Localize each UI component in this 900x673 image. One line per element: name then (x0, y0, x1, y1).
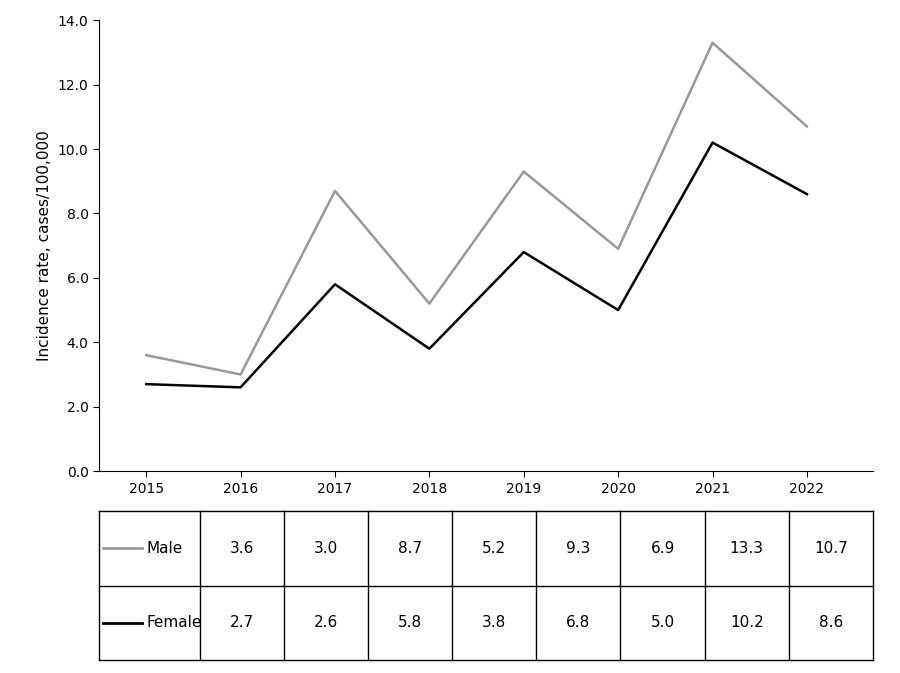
Text: Male: Male (147, 541, 184, 556)
Text: 3.8: 3.8 (482, 615, 507, 630)
Text: 2.7: 2.7 (230, 615, 254, 630)
Text: 10.7: 10.7 (814, 541, 848, 556)
Text: Female: Female (147, 615, 202, 630)
Text: 8.7: 8.7 (398, 541, 422, 556)
Text: 3.0: 3.0 (314, 541, 338, 556)
Text: 5.0: 5.0 (651, 615, 675, 630)
Text: 3.6: 3.6 (230, 541, 254, 556)
Y-axis label: Incidence rate, cases/100,000: Incidence rate, cases/100,000 (37, 131, 52, 361)
Text: 5.2: 5.2 (482, 541, 507, 556)
Text: 2.6: 2.6 (314, 615, 338, 630)
Text: 13.3: 13.3 (730, 541, 764, 556)
Text: 6.9: 6.9 (651, 541, 675, 556)
Text: 8.6: 8.6 (819, 615, 843, 630)
Text: 9.3: 9.3 (566, 541, 590, 556)
Text: 10.2: 10.2 (730, 615, 763, 630)
Text: 6.8: 6.8 (566, 615, 590, 630)
Text: 5.8: 5.8 (398, 615, 422, 630)
